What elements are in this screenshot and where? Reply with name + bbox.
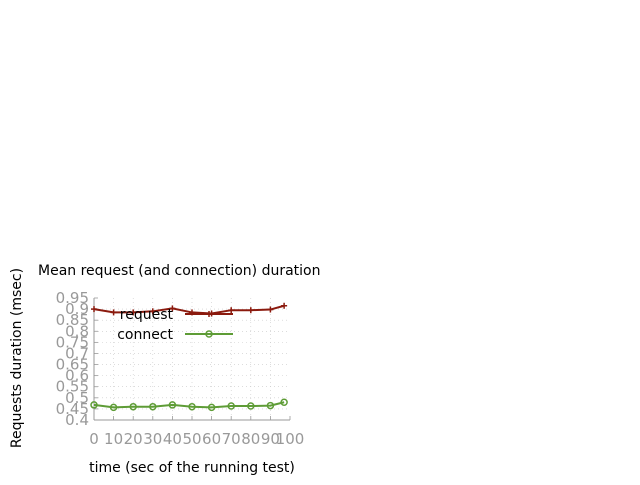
data-point-request xyxy=(267,306,274,313)
data-point-request xyxy=(169,305,176,312)
y-tick-label: 0.45 xyxy=(56,400,89,418)
data-point-request xyxy=(247,307,254,314)
x-tick-label: 10 xyxy=(104,430,123,448)
y-tick-label: 0.9 xyxy=(65,300,89,318)
y-tick-label: 0.55 xyxy=(56,378,89,396)
x-axis-label: time (sec of the running test) xyxy=(89,460,295,476)
chart-title: Mean request (and connection) duration xyxy=(38,263,320,279)
data-point-connect xyxy=(109,403,118,412)
y-tick-label: 0.65 xyxy=(56,356,89,374)
legend-label-connect: connect xyxy=(117,327,173,343)
series-layer xyxy=(90,302,288,412)
data-point-request xyxy=(149,308,156,315)
data-point-request xyxy=(228,307,235,314)
x-tick-label: 70 xyxy=(222,430,241,448)
data-point-request xyxy=(110,309,117,316)
legend-label-request: request xyxy=(120,307,174,323)
data-point-request xyxy=(91,306,97,313)
y-axis-label: Requests duration (msec) xyxy=(9,268,25,448)
data-point-connect xyxy=(90,401,98,409)
y-tick-label: 0.5 xyxy=(65,389,89,407)
data-point-connect xyxy=(129,402,137,411)
y-tick-label: 0.6 xyxy=(65,367,89,385)
series-line-connect xyxy=(93,401,285,409)
data-point-connect xyxy=(168,401,177,409)
y-tick-label: 0.75 xyxy=(56,333,89,351)
y-tick-label: 0.7 xyxy=(65,344,89,362)
y-tick-label: 0.4 xyxy=(65,411,89,429)
x-tick-label: 0 xyxy=(89,430,99,448)
data-point-connect xyxy=(188,402,196,411)
series-connect xyxy=(90,398,288,412)
data-point-request xyxy=(281,302,288,309)
legend: request connect xyxy=(117,307,233,343)
x-tick-label: 50 xyxy=(182,430,201,448)
data-point-connect xyxy=(266,401,275,410)
x-tick-label: 60 xyxy=(202,430,221,448)
x-tick-label: 30 xyxy=(143,430,162,448)
data-point-connect xyxy=(227,402,235,410)
data-point-connect xyxy=(207,403,216,412)
data-point-connect xyxy=(247,402,255,410)
legend-marker-connect xyxy=(205,330,213,338)
y-tick-label: 0.95 xyxy=(56,289,89,307)
y-tick-label: 0.8 xyxy=(65,322,89,340)
y-tick-label: 0.85 xyxy=(56,311,89,329)
x-tick-label: 100 xyxy=(276,430,305,448)
data-point-connect xyxy=(280,398,288,407)
tick-labels: 0.40.450.50.550.60.650.70.750.80.850.90.… xyxy=(56,289,305,448)
axes xyxy=(93,297,291,421)
x-tick-label: 40 xyxy=(163,430,182,448)
data-point-request xyxy=(130,309,137,316)
x-tick-label: 20 xyxy=(124,430,143,448)
x-tick-label: 90 xyxy=(261,430,280,448)
data-point-connect xyxy=(149,402,157,411)
x-tick-label: 80 xyxy=(241,430,260,448)
grid xyxy=(94,298,290,420)
